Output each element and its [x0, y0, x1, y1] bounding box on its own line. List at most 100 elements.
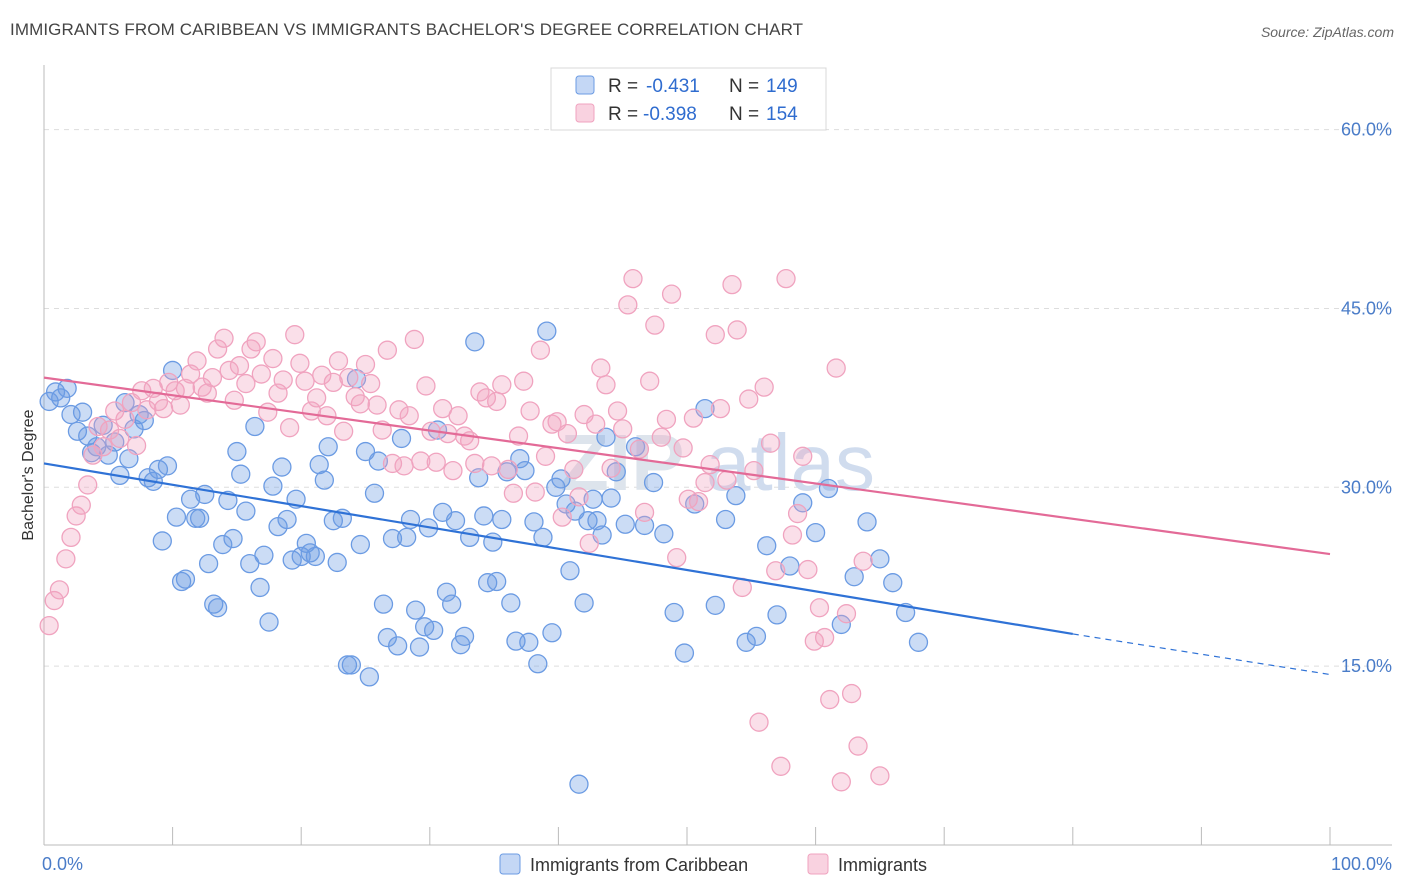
point-immigrants: [207, 339, 228, 359]
point-caribbean: [857, 512, 877, 532]
point-immigrants: [492, 375, 512, 395]
point-immigrants: [360, 373, 381, 394]
grid-lines: [44, 129, 1392, 667]
point-caribbean: [240, 553, 260, 574]
point-caribbean: [487, 571, 507, 592]
point-caribbean: [245, 416, 265, 437]
point-caribbean: [364, 483, 385, 503]
bottom-legend: Immigrants from Caribbean Immigrants: [499, 853, 927, 875]
point-caribbean: [236, 501, 256, 521]
y-tick-label: 45.0%: [1341, 298, 1392, 318]
legend-r-label-0: R =: [608, 76, 638, 97]
legend-r-value-1: -0.398: [643, 104, 697, 125]
point-caribbean: [166, 507, 187, 527]
y-tick-label: 60.0%: [1341, 120, 1392, 140]
point-immigrants: [613, 419, 633, 439]
point-immigrants: [306, 388, 327, 408]
point-caribbean: [57, 378, 77, 398]
point-caribbean: [615, 514, 635, 534]
point-caribbean: [596, 427, 616, 447]
point-immigrants: [848, 736, 868, 756]
legend-r-value-0: -0.431: [646, 76, 700, 97]
point-caribbean: [519, 632, 539, 652]
point-caribbean: [263, 476, 283, 496]
point-caribbean: [445, 511, 466, 531]
point-caribbean: [406, 600, 426, 620]
point-caribbean: [606, 462, 626, 482]
point-caribbean: [72, 402, 93, 422]
point-caribbean: [51, 388, 71, 408]
x-tick-label-min: 0.0%: [42, 854, 83, 874]
point-caribbean: [805, 522, 826, 543]
point-immigrants: [831, 772, 851, 792]
point-caribbean: [528, 654, 548, 674]
point-immigrants: [557, 424, 578, 444]
point-caribbean: [469, 468, 489, 488]
point-immigrants: [749, 712, 769, 732]
point-immigrants: [333, 421, 354, 441]
point-caribbean: [537, 321, 557, 341]
point-immigrants: [804, 631, 824, 651]
point-immigrants: [187, 351, 207, 371]
point-immigrants: [476, 388, 497, 408]
point-caribbean: [587, 511, 607, 531]
point-immigrants: [202, 367, 223, 388]
point-caribbean: [601, 488, 621, 508]
point-caribbean: [231, 464, 251, 484]
point-caribbean: [409, 637, 430, 657]
watermark-atlas: atlas: [706, 418, 875, 507]
point-immigrants: [586, 414, 606, 434]
point-immigrants: [382, 453, 403, 474]
source-label: Source: ZipAtlas.com: [1260, 24, 1394, 40]
point-caribbean: [474, 506, 494, 526]
point-immigrants: [596, 375, 616, 395]
point-immigrants: [705, 325, 725, 345]
point-caribbean: [492, 509, 512, 530]
point-caribbean: [355, 441, 376, 462]
point-immigrants: [71, 495, 91, 515]
point-caribbean: [442, 594, 462, 614]
point-caribbean: [309, 455, 329, 475]
point-immigrants: [717, 470, 737, 490]
point-caribbean: [157, 456, 178, 476]
point-immigrants: [661, 284, 682, 304]
point-immigrants: [350, 394, 371, 414]
point-caribbean: [674, 643, 695, 663]
point-immigrants: [853, 551, 873, 571]
point-caribbean: [341, 655, 362, 675]
point-immigrants: [290, 353, 310, 373]
point-immigrants: [78, 475, 98, 495]
point-immigrants: [416, 376, 436, 396]
point-immigrants: [389, 400, 409, 420]
point-immigrants: [312, 365, 332, 385]
y-tick-label: 30.0%: [1341, 477, 1392, 497]
point-caribbean: [296, 533, 316, 553]
point-caribbean: [189, 508, 210, 528]
point-immigrants: [39, 615, 59, 636]
point-immigrants: [766, 561, 786, 581]
point-caribbean: [227, 441, 247, 462]
point-immigrants: [251, 364, 271, 384]
point-caribbean: [254, 545, 274, 565]
point-caribbean: [368, 451, 389, 471]
point-immigrants: [640, 371, 660, 391]
bottom-legend-immigrants: Immigrants: [838, 855, 927, 875]
point-caribbean: [793, 493, 813, 513]
point-immigrants: [710, 398, 731, 419]
point-caribbean: [715, 509, 736, 530]
point-caribbean: [533, 527, 553, 548]
point-immigrants: [219, 360, 239, 381]
point-caribbean: [162, 360, 183, 381]
point-caribbean: [250, 577, 270, 598]
point-immigrants: [273, 370, 293, 390]
point-immigrants: [487, 391, 507, 412]
point-caribbean: [39, 391, 59, 412]
point-immigrants: [153, 398, 174, 419]
point-immigrants: [115, 409, 135, 429]
chart-title: IMMIGRANTS FROM CARIBBEAN VS IMMIGRANTS …: [10, 20, 804, 39]
point-caribbean: [67, 421, 88, 441]
point-immigrants: [44, 590, 64, 611]
point-caribbean: [454, 626, 475, 646]
legend-n-value-1: 154: [766, 104, 798, 125]
point-caribbean: [436, 582, 457, 602]
